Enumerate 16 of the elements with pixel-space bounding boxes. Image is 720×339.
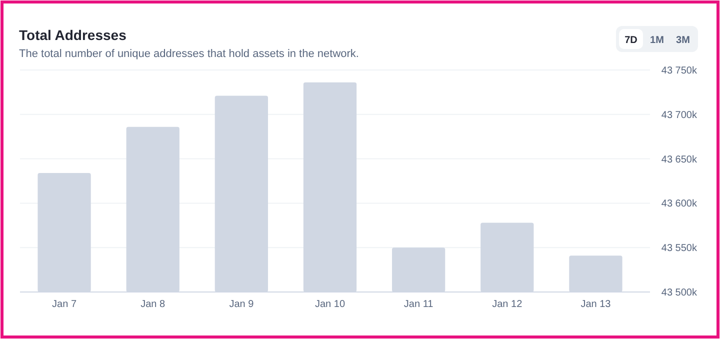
- chart-subtitle: The total number of unique addresses that hold assets in the network.: [19, 48, 359, 60]
- y-tick-label: 43 500k: [661, 288, 698, 298]
- y-tick-label: 43 600k: [661, 198, 698, 210]
- period-toggle: 7D 1M 3M: [616, 26, 698, 52]
- y-tick-label: 43 700k: [661, 110, 698, 121]
- x-tick-label: Jan 9: [229, 299, 254, 310]
- chart-title: Total Addresses: [19, 27, 127, 43]
- x-tick-label: Jan 12: [492, 299, 523, 310]
- y-tick-label: 43 750k: [661, 66, 698, 76]
- y-tick-label: 43 550k: [661, 243, 698, 254]
- x-tick-label: Jan 10: [314, 299, 346, 310]
- x-tick-label: Jan 13: [580, 299, 612, 310]
- x-tick-label: Jan 11: [404, 299, 434, 310]
- x-tick-label: Jan 7: [52, 299, 77, 310]
- y-tick-label: 43 650k: [661, 154, 698, 166]
- x-tick-label: Jan 8: [140, 299, 166, 310]
